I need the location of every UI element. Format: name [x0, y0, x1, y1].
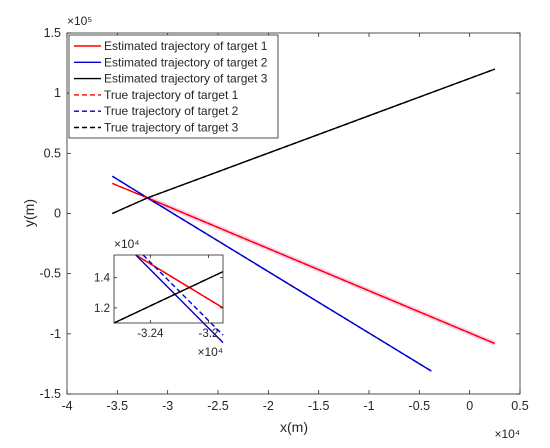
y-axis-multiplier: ×10⁵ [67, 14, 92, 28]
legend-items: Estimated trajectory of target 1 Estimate… [74, 39, 268, 135]
inset-series-true-trajectory-of-target-2 [142, 254, 224, 336]
y-tick-label: 1.5 [44, 26, 61, 40]
y-tick-label: 1 [54, 86, 61, 100]
inset-x-tick-label: -3.24 [137, 328, 164, 340]
legend-label-true-trajectory-of-target-1: True trajectory of target 1 [104, 88, 239, 102]
series-true-trajectory-of-target-1 [112, 182, 496, 345]
legend-label-estimated-trajectory-of-target-3: Estimated trajectory of target 3 [104, 72, 268, 86]
inset-plot: -3.24 -3.2 1.2 1.4 ×10⁴ ×10⁴ [94, 237, 224, 359]
x-tick-label: -3.5 [107, 399, 129, 413]
legend-label-true-trajectory-of-target-2: True trajectory of target 2 [104, 104, 239, 118]
legend: Estimated trajectory of target 1 Estimate… [68, 34, 279, 139]
series-true-trajectory-of-target-3 [112, 68, 496, 215]
main-axes-ticks: -4 -3.5 -3 -2.5 -2 -1.5 -1 -0.5 0 0.5 -1.5 -1 -0.5 0 0… [39, 26, 528, 413]
x-tick-label: -3 [162, 399, 173, 413]
inset-plot-lines [113, 254, 224, 344]
y-axis-label: y(m) [21, 199, 37, 227]
x-tick-label: 0 [466, 399, 473, 413]
x-tick-label: -1 [363, 399, 374, 413]
x-tick-label: -1.5 [308, 399, 330, 413]
inset-axes-box [113, 254, 224, 324]
x-axis-multiplier: ×10⁴ [494, 427, 520, 441]
x-tick-label: -4 [61, 399, 72, 413]
main-plot: -4 -3.5 -3 -2.5 -2 -1.5 -1 -0.5 0 0.5 -1.5 -1 -0.5 0 0… [21, 14, 529, 441]
legend-label-true-trajectory-of-target-3: True trajectory of target 3 [104, 121, 239, 135]
legend-label-estimated-trajectory-of-target-1: Estimated trajectory of target 1 [104, 39, 268, 53]
y-tick-label: -1 [50, 327, 61, 341]
x-tick-label: -2 [263, 399, 274, 413]
inset-x-tick-label: -3.2 [199, 328, 219, 340]
legend-box [68, 34, 279, 139]
inset-series-estimated-trajectory-of-target-2 [135, 254, 224, 344]
x-tick-label: -0.5 [409, 399, 431, 413]
inset-y-tick-label: 1.4 [94, 273, 111, 285]
y-tick-label: 0 [54, 207, 61, 221]
inset-y-multiplier: ×10⁴ [114, 237, 140, 251]
y-tick-label: -0.5 [39, 267, 61, 281]
inset-axes-ticks: -3.24 -3.2 1.2 1.4 [94, 255, 223, 340]
legend-label-estimated-trajectory-of-target-2: Estimated trajectory of target 2 [104, 55, 268, 69]
inset-y-tick-label: 1.2 [94, 303, 110, 315]
inset-background [114, 255, 223, 323]
x-axis-label: x(m) [280, 419, 308, 435]
series-true-trajectory-of-target-2 [111, 175, 432, 372]
y-tick-label: 0.5 [44, 146, 61, 160]
inset-series-true-trajectory-of-target-3 [113, 270, 224, 324]
y-tick-label: -1.5 [39, 387, 61, 401]
inset-x-multiplier: ×10⁴ [197, 345, 223, 359]
x-tick-label: -2.5 [207, 399, 229, 413]
x-tick-label: 0.5 [511, 399, 528, 413]
main-plot-lines [111, 68, 496, 372]
inset-series-true-trajectory-of-target-1 [135, 254, 224, 309]
